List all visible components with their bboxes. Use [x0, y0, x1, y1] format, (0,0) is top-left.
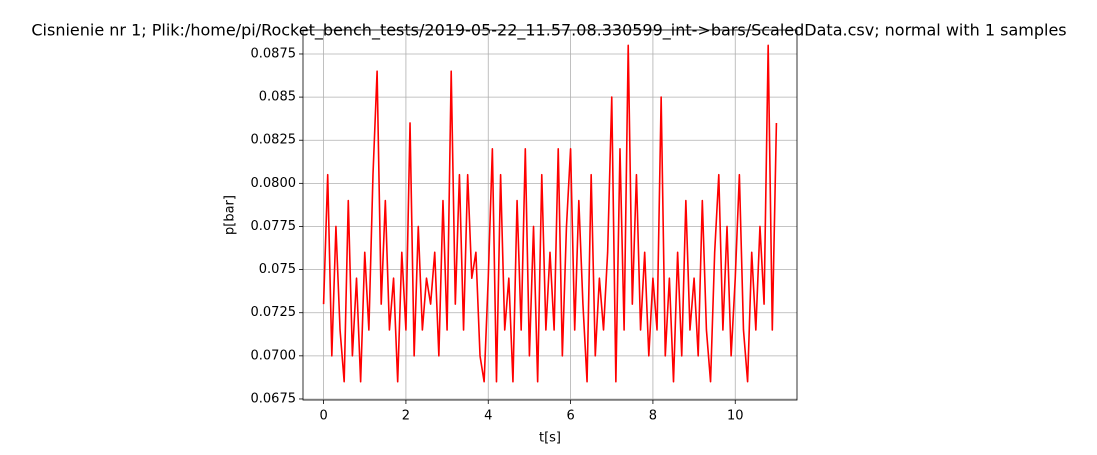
- x-axis-label: t[s]: [539, 431, 561, 446]
- y-tick-label: 0.0800: [251, 176, 297, 191]
- chart-title: Cisnienie nr 1; Plik:/home/pi/Rocket_ben…: [31, 21, 1066, 41]
- y-tick-label: 0.075: [259, 262, 296, 277]
- y-tick-label: 0.0775: [251, 219, 297, 234]
- y-tick-label: 0.085: [259, 90, 296, 105]
- x-tick-label: 0: [319, 409, 327, 424]
- x-tick-label: 4: [484, 409, 492, 424]
- y-tick-label: 0.0675: [251, 391, 297, 406]
- x-tick-label: 8: [649, 409, 657, 424]
- x-tick-label: 2: [402, 409, 410, 424]
- plot-frame: [302, 29, 798, 401]
- y-tick-label: 0.0725: [251, 305, 297, 320]
- y-tick-label: 0.0825: [251, 133, 297, 148]
- y-axis-label: p[bar]: [223, 195, 238, 235]
- x-tick-label: 6: [566, 409, 574, 424]
- data-line: [322, 44, 778, 383]
- x-tick-label: 10: [727, 409, 744, 424]
- y-tick-label: 0.0700: [251, 348, 297, 363]
- y-tick-label: 0.0875: [251, 46, 297, 61]
